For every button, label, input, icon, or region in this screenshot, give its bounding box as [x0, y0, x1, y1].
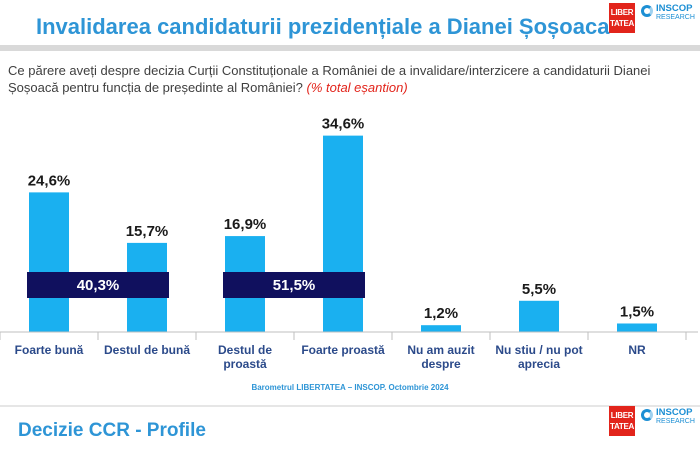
inscop-logo-name: INSCOP: [656, 3, 693, 14]
value-label: 5,5%: [522, 281, 556, 298]
group-band: [223, 272, 365, 298]
value-label: 15,7%: [126, 223, 169, 240]
category-label: Destul de proastă: [218, 343, 272, 371]
value-label: 16,9%: [224, 216, 267, 233]
category-label: Foarte proastă: [301, 343, 385, 357]
group-band: [27, 272, 169, 298]
bar: [323, 135, 363, 332]
survey-question: Ce părere aveți despre decizia Curții Co…: [8, 62, 698, 96]
category-label: Nu stiu / nu pot aprecia: [495, 343, 582, 371]
footer-inscop-logo: INSCOP RESEARCH: [641, 407, 699, 441]
bar-chart: 40,3% 51,5% 24,6% 15,7% 16,9% 34,6% 1,2% 5,5% 1,…: [0, 116, 698, 371]
footer-title: Decizie CCR - Profile: [18, 420, 206, 441]
bar: [421, 325, 461, 332]
value-label: 1,2%: [424, 305, 458, 322]
category-label: Nu am auzit despre: [407, 343, 474, 371]
footer-divider: [0, 405, 700, 407]
footer-libertatea-logo: LIBER TATEA: [609, 406, 635, 436]
bar: [519, 300, 559, 332]
footer-inscop-logo-sub: RESEARCH: [656, 418, 695, 425]
bar: [617, 323, 657, 332]
question-note: (% total eșantion): [306, 80, 408, 95]
group-label: 51,5%: [273, 277, 316, 294]
inscop-logo-mark-icon: [641, 5, 653, 17]
inscop-logo-sub: RESEARCH: [656, 14, 695, 21]
chart-source: Barometrul LIBERTATEA – INSCOP. Octombri…: [251, 383, 449, 392]
category-label: Destul de bună: [104, 343, 190, 357]
libertatea-logo: LIBER TATEA: [609, 3, 635, 33]
footer-inscop-logo-name: INSCOP: [656, 407, 693, 418]
category-label: NR: [628, 343, 646, 357]
bar: [29, 192, 69, 332]
footer-inscop-logo-mark-icon: [641, 409, 653, 421]
inscop-logo: INSCOP RESEARCH: [641, 3, 699, 37]
question-text: Ce părere aveți despre decizia Curții Co…: [8, 63, 651, 95]
page-title: Invalidarea candidaturii prezidențiale a…: [36, 14, 610, 39]
group-label: 40,3%: [77, 277, 120, 294]
header-divider: [0, 45, 700, 51]
value-label: 34,6%: [322, 116, 365, 133]
value-label: 1,5%: [620, 303, 654, 320]
value-label: 24,6%: [28, 172, 71, 189]
category-label: Foarte bună: [15, 343, 84, 357]
